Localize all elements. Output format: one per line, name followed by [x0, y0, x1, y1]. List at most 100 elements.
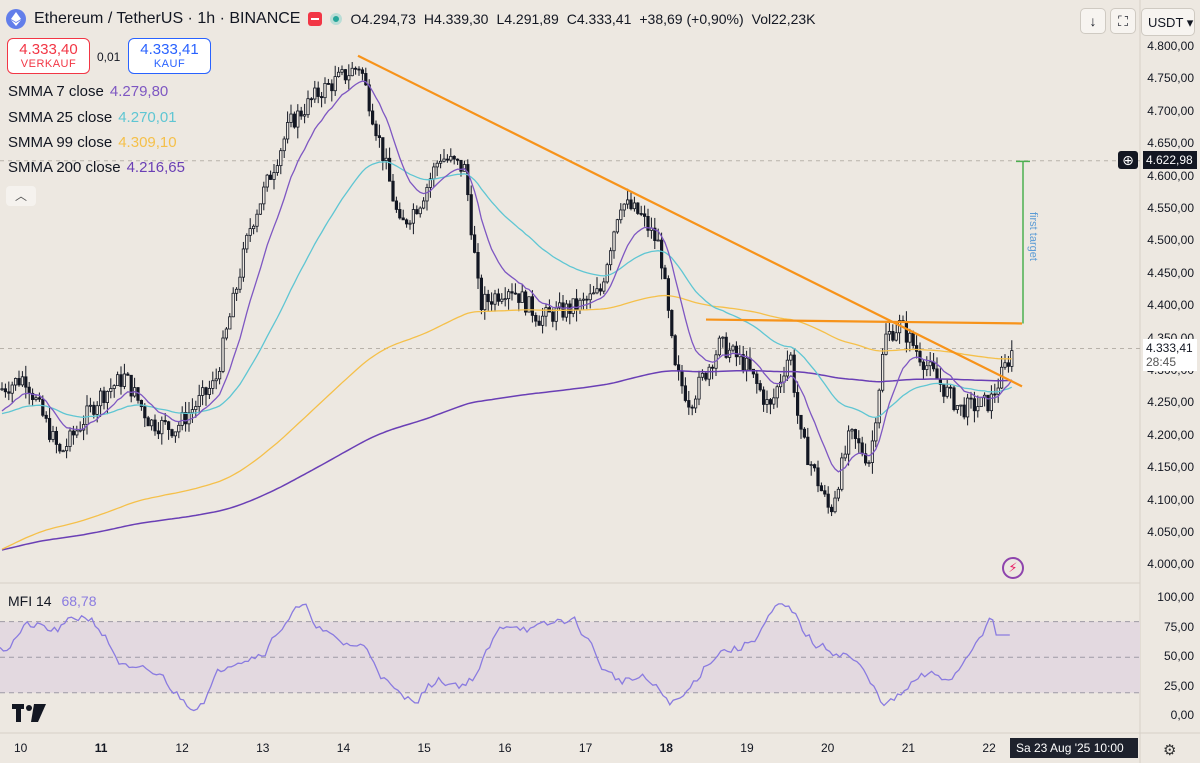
candle-body	[785, 359, 790, 377]
candle-body	[860, 442, 864, 455]
candle-body	[925, 365, 929, 370]
time-axis-tick: 15	[417, 741, 431, 755]
time-axis-tick: 19	[740, 741, 754, 755]
time-axis-tick: 10	[14, 741, 28, 755]
indicator-smma200[interactable]: SMMA 200 close 4.216,65	[8, 159, 185, 176]
time-axis-tick: 14	[336, 741, 351, 755]
target-price-tag: 4.622,98	[1143, 151, 1197, 169]
candle-body	[969, 397, 973, 400]
candle-body	[789, 354, 793, 361]
indicator-smma25[interactable]: SMMA 25 close 4.270,01	[8, 109, 177, 126]
candle-body	[503, 298, 507, 301]
candle-body	[438, 160, 443, 164]
candle-body	[211, 380, 215, 389]
candle-body	[309, 98, 314, 101]
candle-body	[296, 110, 300, 128]
candle-body	[126, 373, 130, 376]
candle-body	[452, 155, 456, 160]
candle-body	[323, 83, 327, 99]
currency-select[interactable]: USDT ▾	[1141, 8, 1195, 36]
candle-body	[935, 368, 939, 380]
crosshair-date-label: Sa 23 Aug '25 10:00	[1010, 738, 1138, 758]
candle-body	[602, 281, 606, 292]
download-arrow-icon[interactable]: ↓	[1080, 8, 1106, 34]
candle-body	[75, 430, 79, 436]
mfi-axis-tick: 0,00	[1170, 708, 1194, 723]
candle-body	[666, 278, 671, 311]
candle-body	[755, 373, 759, 384]
candle-body	[993, 393, 997, 396]
fullscreen-icon[interactable]: ⛶	[1110, 8, 1136, 34]
candle-body	[802, 428, 807, 438]
candle-body	[112, 385, 116, 389]
candle-body	[734, 345, 739, 358]
candle-body	[394, 200, 399, 210]
candle-body	[779, 381, 783, 388]
candle-body	[398, 209, 402, 219]
smma99-line	[1, 294, 1012, 550]
candle-body	[350, 67, 354, 77]
candle-body	[469, 194, 473, 236]
candle-body	[466, 164, 470, 196]
time-axis-tick: 13	[256, 741, 270, 755]
symbol-title[interactable]: Ethereum / TetherUS · 1h · BINANCE	[34, 10, 301, 27]
sell-button[interactable]: 4.333,40 VERKAUF	[7, 38, 90, 74]
candle-body	[245, 234, 249, 250]
candle-body	[425, 187, 429, 202]
collapse-legend-button[interactable]: ︿	[6, 186, 36, 206]
candle-body	[819, 485, 824, 492]
candle-body	[544, 307, 548, 317]
candle-body	[401, 217, 405, 221]
indicator-smma99[interactable]: SMMA 99 close 4.309,10	[8, 134, 177, 151]
candle-body	[921, 361, 926, 370]
mfi-legend[interactable]: MFI 14 68,78	[8, 593, 97, 609]
candle-body	[721, 336, 725, 339]
candle-body	[92, 404, 96, 415]
market-status-icon[interactable]	[330, 13, 343, 25]
candle-body	[840, 457, 844, 490]
candle-body	[887, 331, 892, 335]
candle-body	[843, 453, 847, 459]
candle-body	[772, 397, 776, 405]
candle-body	[333, 76, 337, 92]
candle-body	[3, 388, 7, 393]
candle-body	[241, 248, 245, 278]
candle-body	[445, 158, 450, 161]
add-alert-icon[interactable]: ⊕	[1118, 151, 1138, 169]
candle-body	[496, 293, 501, 302]
candle-body	[830, 506, 834, 513]
candle-body	[622, 203, 626, 211]
descending-trendline	[357, 54, 1023, 388]
candle-body	[955, 405, 960, 411]
price-axis-tick: 4.000,00	[1147, 557, 1194, 572]
symbol-header: Ethereum / TetherUS · 1h · BINANCE O4.29…	[6, 9, 824, 29]
candle-body	[493, 293, 497, 305]
volume-value: Vol22,23K	[751, 11, 816, 27]
tradingview-logo-icon[interactable]	[12, 704, 46, 727]
buy-button[interactable]: 4.333,41 KAUF	[128, 38, 211, 74]
candle-body	[663, 267, 667, 280]
candle-body	[908, 332, 912, 343]
candle-body	[411, 209, 416, 224]
time-axis-tick: 17	[578, 741, 593, 755]
candle-body	[204, 387, 208, 395]
mfi-axis-tick: 50,00	[1163, 649, 1194, 664]
candle-body	[387, 157, 392, 182]
indicator-smma7[interactable]: SMMA 7 close 4.279,80	[8, 83, 168, 100]
candle-body	[534, 314, 538, 322]
candle-body	[813, 464, 817, 469]
first-target-label: first target	[1027, 212, 1039, 261]
lightning-icon[interactable]: ⚡	[1002, 557, 1024, 579]
settings-gear-icon[interactable]: ⚙	[1163, 742, 1177, 759]
buy-price: 4.333,41	[140, 41, 199, 58]
flag-icon[interactable]	[308, 12, 323, 26]
price-axis-tick: 4.600,00	[1147, 168, 1194, 183]
candle-body	[833, 497, 837, 513]
candle-body	[826, 493, 830, 508]
candle-body	[289, 113, 293, 123]
candle-body	[34, 397, 38, 400]
candle-body	[911, 332, 915, 346]
candle-body	[823, 490, 827, 495]
candle-body	[408, 222, 412, 225]
